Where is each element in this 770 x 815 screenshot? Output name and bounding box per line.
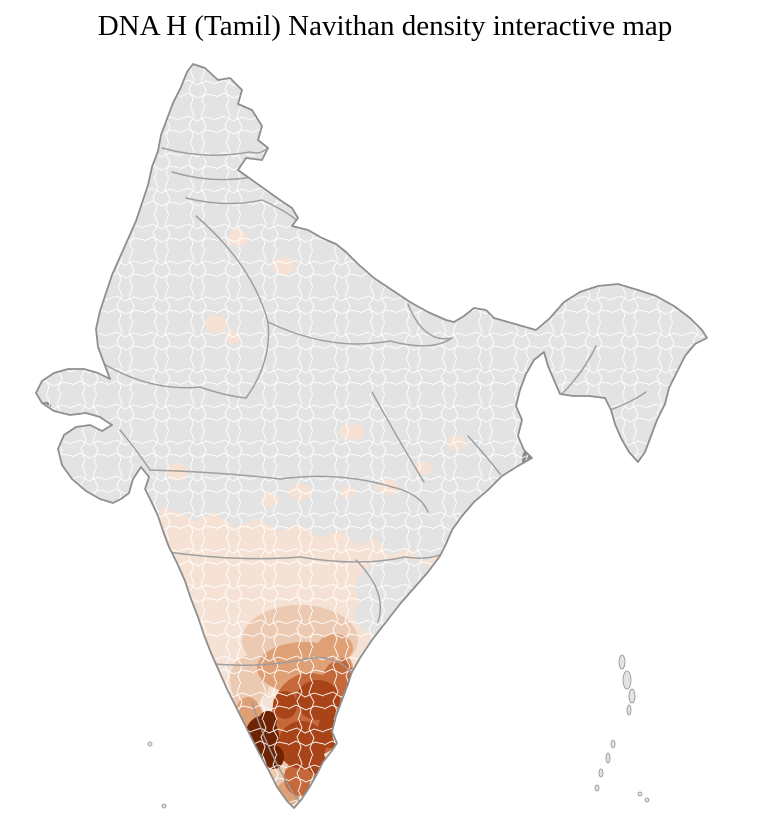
state-boundary xyxy=(103,363,247,399)
andaman-island[interactable] xyxy=(628,688,636,704)
state-boundary xyxy=(185,197,297,221)
state-boundaries xyxy=(103,147,647,802)
nicobar-island[interactable] xyxy=(605,752,611,764)
state-boundary xyxy=(371,391,425,483)
state-boundary xyxy=(171,171,253,181)
island-chains[interactable] xyxy=(147,654,650,809)
state-boundary xyxy=(119,429,151,471)
state-boundary xyxy=(161,147,267,156)
nicobar-island[interactable] xyxy=(594,784,600,792)
state-boundary xyxy=(267,321,453,347)
delta-patch xyxy=(537,458,549,474)
district-grid-overlay[interactable] xyxy=(36,64,707,808)
andaman-island[interactable] xyxy=(622,670,632,690)
nicobar-island[interactable] xyxy=(610,739,616,749)
state-boundary xyxy=(355,559,382,623)
state-boundary xyxy=(407,303,453,340)
lakshadweep-island[interactable] xyxy=(161,803,167,809)
state-boundary xyxy=(559,345,597,397)
nicobar-island[interactable] xyxy=(637,791,643,797)
state-boundary xyxy=(467,435,501,475)
nicobar-island[interactable] xyxy=(644,797,650,803)
state-boundary xyxy=(167,545,455,563)
nicobar-island[interactable] xyxy=(598,768,604,778)
state-boundary xyxy=(609,391,647,411)
lakshadweep-island[interactable] xyxy=(147,741,153,747)
state-boundary xyxy=(213,656,353,675)
national-border xyxy=(35,63,708,809)
state-boundary xyxy=(149,469,429,513)
andaman-island[interactable] xyxy=(626,704,632,716)
page-title: DNA H (Tamil) Navithan density interacti… xyxy=(97,10,673,42)
state-boundary xyxy=(251,701,300,802)
andaman-island[interactable] xyxy=(618,654,626,670)
